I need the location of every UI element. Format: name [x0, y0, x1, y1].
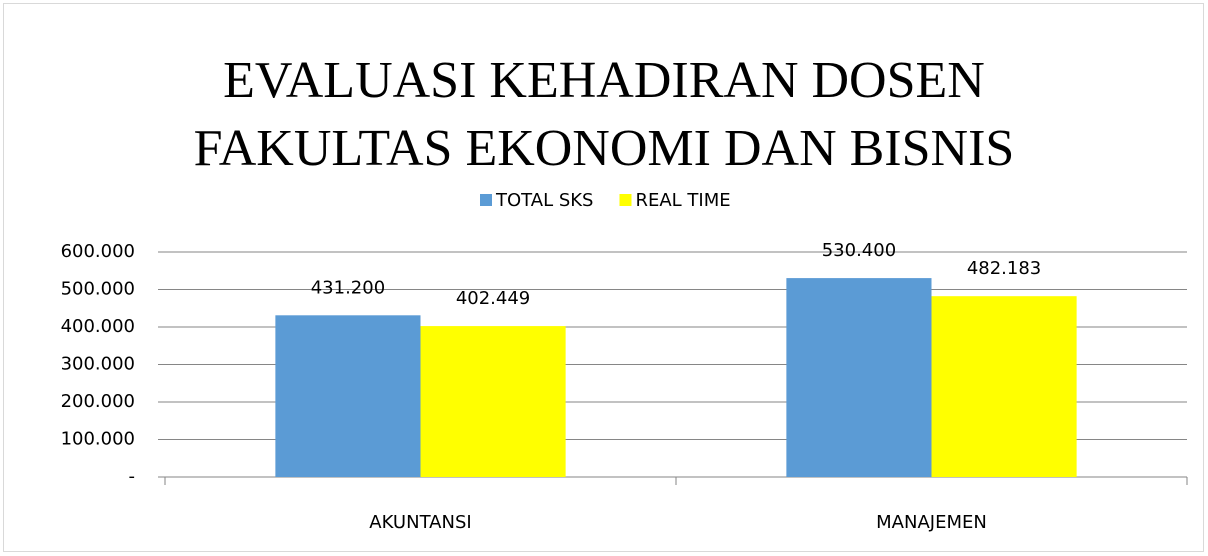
y-tick-label: 500.000: [61, 279, 135, 300]
y-tick-label: -: [129, 466, 136, 487]
y-tick-label: 100.000: [61, 429, 135, 450]
legend-swatch: [619, 194, 632, 206]
bar: [275, 315, 421, 477]
data-label: 530.400: [822, 240, 896, 261]
legend-label: REAL TIME: [635, 190, 730, 211]
y-tick-label: 400.000: [61, 316, 135, 337]
data-label: 402.449: [456, 288, 530, 309]
x-tick-label: AKUNTANSI: [369, 512, 471, 533]
data-label: 482.183: [967, 258, 1041, 279]
legend-label: TOTAL SKS: [495, 190, 593, 211]
legend-swatch: [480, 194, 492, 206]
x-tick-label: MANAJEMEN: [876, 512, 987, 533]
y-tick-label: 300.000: [61, 354, 135, 375]
bar: [786, 278, 932, 477]
chart-title: EVALUASI KEHADIRAN DOSEN: [223, 52, 985, 109]
y-tick-label: 200.000: [61, 391, 135, 412]
data-label: 431.200: [311, 277, 385, 298]
bar: [420, 326, 566, 477]
bar: [931, 296, 1077, 477]
y-tick-label: 600.000: [61, 241, 135, 262]
chart-title: FAKULTAS EKONOMI DAN BISNIS: [194, 120, 1015, 177]
